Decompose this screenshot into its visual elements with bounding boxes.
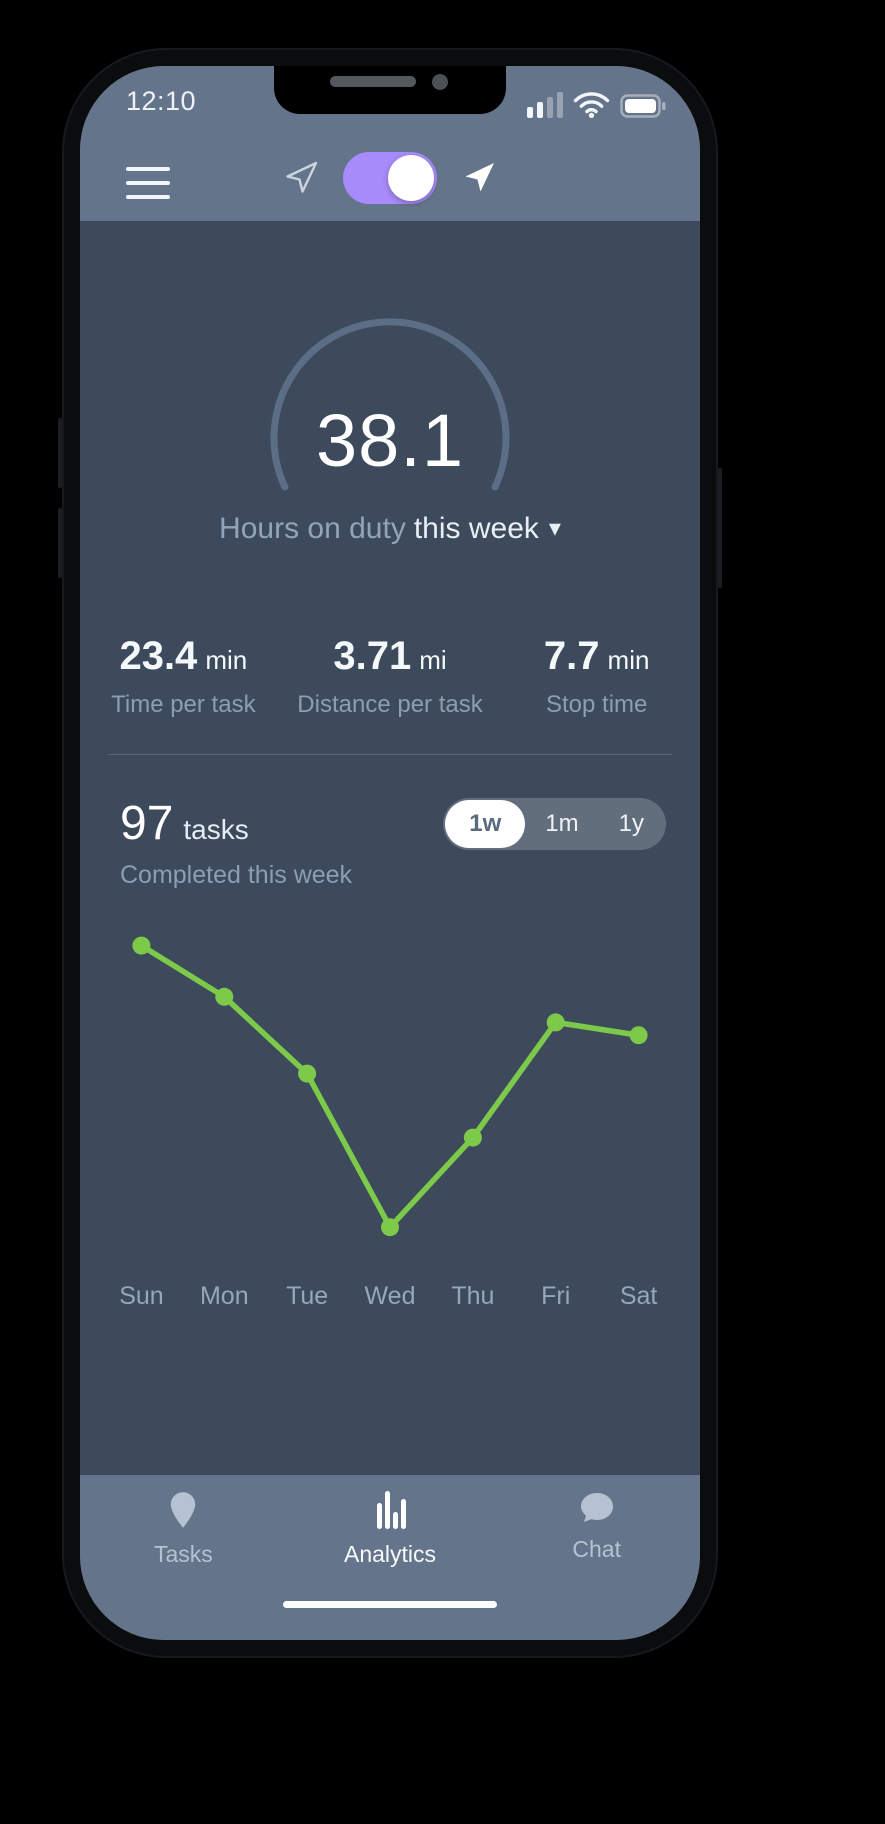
tasks-count-unit: tasks <box>183 814 249 845</box>
status-time: 12:10 <box>126 86 197 116</box>
x-label-sun: Sun <box>119 1282 164 1310</box>
map-pin-icon <box>171 1492 196 1528</box>
phone-frame: 12:10 <box>58 48 722 1658</box>
nav-label: Analytics <box>343 1541 437 1567</box>
range-option-1w[interactable]: 1w <box>445 800 526 848</box>
nav-arrow-filled-icon <box>465 163 494 192</box>
stat-label: Time per task <box>111 691 256 718</box>
gauge-label-muted: Hours on duty <box>219 512 406 545</box>
hours-gauge-arc <box>270 318 510 491</box>
x-label-mon: Mon <box>199 1282 249 1310</box>
stat-value: 7.7 <box>543 634 600 678</box>
x-label-fri: Fri <box>541 1282 571 1310</box>
nav-label: Chat <box>572 1536 621 1562</box>
top-bar: 12:10 <box>80 66 700 221</box>
x-label-tue: Tue <box>286 1282 329 1310</box>
stat-unit: min <box>205 645 248 675</box>
stat-time-per-task: 23.4 min Time per task <box>80 634 287 719</box>
stat-distance-per-task: 3.71 mi Distance per task <box>287 634 494 719</box>
battery-icon <box>620 94 666 118</box>
nav-label: Tasks <box>153 1541 213 1567</box>
location-toggle[interactable] <box>343 152 437 204</box>
notch <box>274 66 506 114</box>
home-indicator[interactable] <box>283 1601 497 1608</box>
front-camera <box>432 74 448 90</box>
caret-down-icon: ▾ <box>548 515 561 542</box>
x-label-thu: Thu <box>451 1282 495 1310</box>
stat-value: 3.71 <box>333 634 412 678</box>
stat-unit: min <box>607 645 650 675</box>
bottom-nav-bar: Tasks Analytics Chat <box>80 1475 700 1640</box>
speech-bubble-icon <box>580 1493 613 1522</box>
nav-item-tasks[interactable]: Tasks <box>80 1491 287 1568</box>
gauge-label-bright: this week <box>413 512 539 545</box>
tasks-summary: 97 tasks Completed this week <box>120 796 352 890</box>
status-icons <box>526 90 667 118</box>
x-label-sat: Sat <box>619 1282 658 1310</box>
stats-row: 23.4 min Time per task 3.71 mi Distance pe… <box>80 634 700 719</box>
speaker-slot <box>330 76 416 87</box>
wifi-icon <box>573 92 610 118</box>
range-option-1y[interactable]: 1y <box>618 810 644 837</box>
volume-up-button <box>58 418 62 488</box>
section-divider <box>108 754 672 755</box>
tasks-summary-row: 97 tasks Completed this week 1w 1m 1y <box>120 796 666 890</box>
volume-down-button <box>58 508 62 578</box>
nav-arrow-outline-icon <box>286 161 318 193</box>
range-selector: 1w 1m 1y <box>443 798 666 850</box>
hours-gauge-value: 38.1 <box>315 399 465 482</box>
chart-x-axis-labels: Sun Mon Tue Wed Thu Fri Sat <box>100 1282 680 1311</box>
nav-item-chat[interactable]: Chat <box>493 1491 700 1568</box>
stat-label: Distance per task <box>297 691 483 718</box>
power-button <box>718 468 722 588</box>
tasks-line-chart <box>132 936 648 1237</box>
range-option-1m[interactable]: 1m <box>545 810 579 837</box>
stat-unit: mi <box>419 645 447 675</box>
stat-stop-time: 7.7 min Stop time <box>493 634 700 719</box>
tasks-count: 97 <box>120 797 174 850</box>
toggle-knob <box>388 155 434 201</box>
cellular-signal-icon <box>526 92 563 118</box>
equalizer-bars-icon <box>377 1491 406 1529</box>
hamburger-menu-icon[interactable] <box>126 167 170 199</box>
location-toggle-row <box>283 152 497 204</box>
stat-value: 23.4 <box>119 634 198 678</box>
x-label-wed: Wed <box>364 1282 416 1310</box>
stat-label: Stop time <box>545 691 648 718</box>
nav-item-analytics[interactable]: Analytics <box>287 1491 494 1568</box>
tasks-subtitle: Completed this week <box>120 861 353 889</box>
hours-duty-dropdown[interactable]: Hours on duty this week ▾ <box>80 512 700 546</box>
phone-screen: 12:10 <box>80 66 700 1640</box>
